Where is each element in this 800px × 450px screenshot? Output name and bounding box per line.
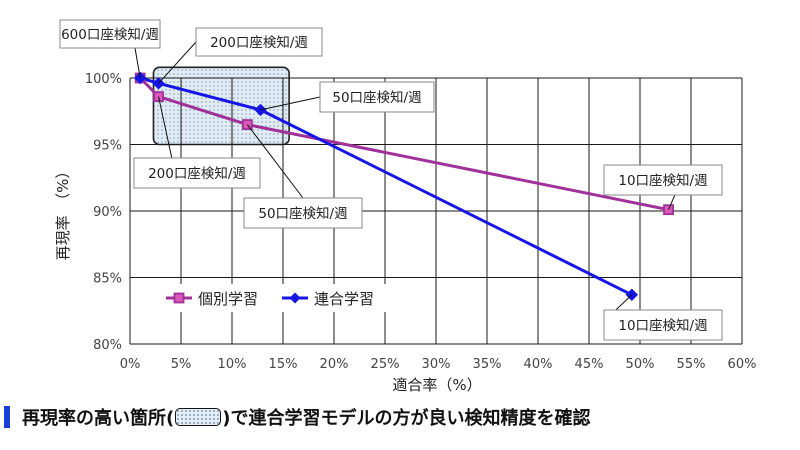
footer-text-before: 再現率の高い箇所( bbox=[22, 408, 175, 429]
x-tick-label: 35% bbox=[473, 357, 502, 372]
series-line-1 bbox=[139, 76, 633, 297]
y-tick-label: 85% bbox=[93, 272, 122, 287]
x-tick-label: 20% bbox=[320, 357, 349, 372]
callout-leader bbox=[158, 96, 173, 159]
legend-marker-diamond bbox=[289, 292, 301, 304]
callout-box bbox=[603, 164, 723, 196]
x-tick-label: 0% bbox=[120, 357, 141, 372]
x-tick-label: 15% bbox=[269, 357, 298, 372]
x-tick-label: 40% bbox=[524, 357, 553, 372]
x-tick-label: 5% bbox=[171, 357, 192, 372]
series-line-0 bbox=[139, 76, 669, 212]
x-axis-label: 適合率（%） bbox=[392, 376, 481, 394]
y-tick-label: 80% bbox=[93, 338, 122, 353]
legend-bg bbox=[156, 284, 396, 312]
x-tick-label: 10% bbox=[218, 357, 247, 372]
callout-leader bbox=[158, 41, 197, 84]
footer-text: 再現率の高い箇所( )で連合学習モデルの方が良い検知精度を確認 bbox=[22, 404, 590, 430]
footer-text-after: )で連合学習モデルの方が良い検知精度を確認 bbox=[222, 408, 591, 429]
footer-caption: 再現率の高い箇所( )で連合学習モデルの方が良い検知精度を確認 bbox=[4, 404, 590, 430]
callout-leader bbox=[260, 96, 321, 111]
legend-marker-square bbox=[173, 292, 185, 304]
callout-leader bbox=[134, 47, 141, 79]
x-tick-label: 45% bbox=[575, 357, 604, 372]
callout-label: 50口座検知/週 bbox=[332, 89, 422, 106]
x-tick-label: 55% bbox=[677, 357, 706, 372]
callout-leader bbox=[246, 124, 304, 199]
x-tick-label: 60% bbox=[728, 357, 757, 372]
footer-accent-bar bbox=[4, 406, 10, 428]
highlight-region bbox=[152, 66, 290, 146]
callout-leader bbox=[668, 194, 676, 210]
x-tick-label: 25% bbox=[371, 357, 400, 372]
callout-label: 50口座検知/週 bbox=[258, 205, 348, 222]
callout-label: 200口座検知/週 bbox=[148, 165, 246, 182]
y-tick-label: 90% bbox=[93, 205, 122, 220]
callout-label: 600口座検知/週 bbox=[61, 26, 159, 43]
callout-box bbox=[59, 19, 161, 49]
legend-label-0: 個別学習 bbox=[198, 290, 258, 308]
y-tick-label: 95% bbox=[93, 139, 122, 154]
x-tick-label: 30% bbox=[422, 357, 451, 372]
callout-box bbox=[133, 157, 261, 189]
x-tick-label: 50% bbox=[626, 357, 655, 372]
callout-box bbox=[603, 309, 723, 341]
y-tick-label: 100% bbox=[85, 72, 122, 87]
callout-label: 200口座検知/週 bbox=[210, 34, 308, 51]
callout-box bbox=[319, 81, 435, 113]
callout-leader bbox=[615, 294, 633, 311]
callout-box bbox=[195, 27, 323, 57]
callout-label: 10口座検知/週 bbox=[618, 172, 708, 189]
y-axis-label: 再現率 （%） bbox=[54, 164, 72, 261]
legend-label-1: 連合学習 bbox=[314, 290, 374, 308]
callout-box bbox=[243, 197, 363, 229]
callout-label: 10口座検知/週 bbox=[618, 317, 708, 334]
highlight-legend-swatch bbox=[175, 408, 222, 426]
